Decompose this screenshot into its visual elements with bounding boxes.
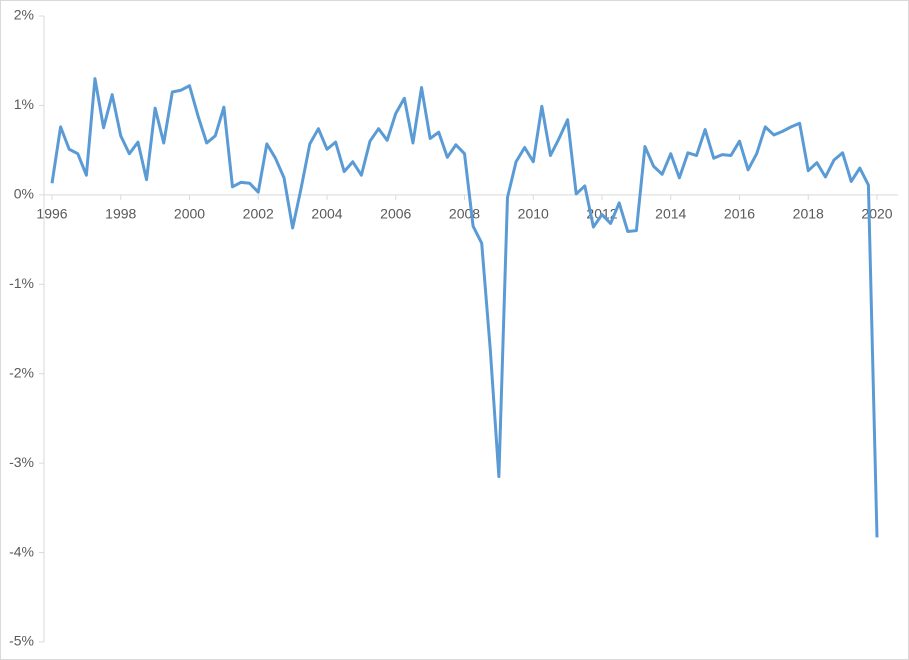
x-tick-label: 2016	[724, 206, 755, 222]
x-tick-label: 2010	[518, 206, 549, 222]
x-tick-label: 2018	[793, 206, 824, 222]
x-tick-label: 2008	[449, 206, 480, 222]
y-tick-label: -3%	[9, 454, 34, 470]
y-tick-label: 1%	[14, 96, 34, 112]
x-tick-label: 1996	[36, 206, 67, 222]
x-tick-label: 2006	[380, 206, 411, 222]
y-tick-label: -4%	[9, 543, 34, 559]
x-tick-label: 1998	[105, 206, 136, 222]
x-tick-label: 2014	[655, 206, 686, 222]
x-tick-label: 2020	[861, 206, 892, 222]
x-tick-label: 2002	[243, 206, 274, 222]
x-tick-label: 2004	[311, 206, 342, 222]
y-tick-label: -5%	[9, 633, 34, 649]
line-series	[50, 77, 879, 538]
y-tick-label: -1%	[9, 275, 34, 291]
x-tick-label: 2000	[174, 206, 205, 222]
y-tick-label: 0%	[14, 186, 34, 202]
y-tick-label: -2%	[9, 364, 34, 380]
y-tick-label: 2%	[14, 7, 34, 23]
